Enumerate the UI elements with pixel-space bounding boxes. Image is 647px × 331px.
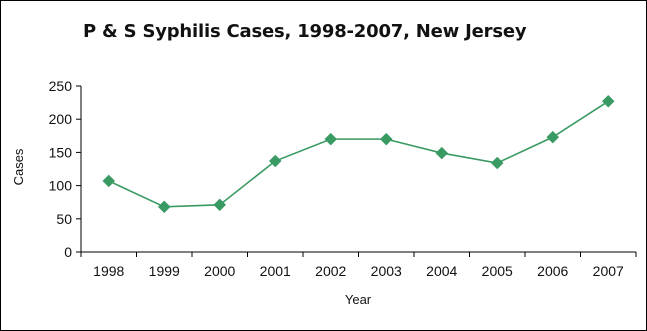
y-axis-ticks: 0 50 100 150 200 250 <box>49 78 81 260</box>
x-tick-label: 2000 <box>204 263 235 279</box>
data-point-marker <box>157 200 171 214</box>
y-tick-label: 150 <box>49 144 73 160</box>
x-tick-label: 2004 <box>426 263 457 279</box>
y-tick-label: 50 <box>56 211 72 227</box>
y-tick-label: 100 <box>49 178 73 194</box>
data-point-marker <box>268 154 282 168</box>
data-point-marker <box>102 174 116 188</box>
y-tick-label: 250 <box>49 78 73 94</box>
x-tick-label: 2005 <box>482 263 513 279</box>
data-point-marker <box>490 156 504 170</box>
x-tick-label: 2003 <box>371 263 402 279</box>
x-tick-label: 1998 <box>93 263 124 279</box>
y-tick-label: 0 <box>64 244 72 260</box>
data-point-marker <box>601 94 615 108</box>
x-axis-title: Year <box>345 292 372 307</box>
data-point-marker <box>324 132 338 146</box>
y-axis-title: Cases <box>11 148 26 185</box>
x-axis-ticks: 1998 1999 2000 2001 2002 2003 2004 2005 2006 2007 <box>80 252 637 279</box>
x-tick-label: 2007 <box>593 263 624 279</box>
y-tick-label: 200 <box>49 111 73 127</box>
x-tick-label: 2001 <box>260 263 291 279</box>
series-line <box>108 100 609 208</box>
x-tick-label: 1999 <box>149 263 180 279</box>
data-point-marker <box>213 198 227 212</box>
x-tick-label: 2006 <box>537 263 568 279</box>
data-point-marker <box>435 146 449 160</box>
series-group <box>102 94 615 214</box>
data-point-marker <box>379 132 393 146</box>
axes <box>80 86 636 253</box>
data-point-marker <box>546 130 560 144</box>
x-tick-label: 2002 <box>315 263 346 279</box>
chart-title: P & S Syphilis Cases, 1998-2007, New Jer… <box>83 21 527 42</box>
